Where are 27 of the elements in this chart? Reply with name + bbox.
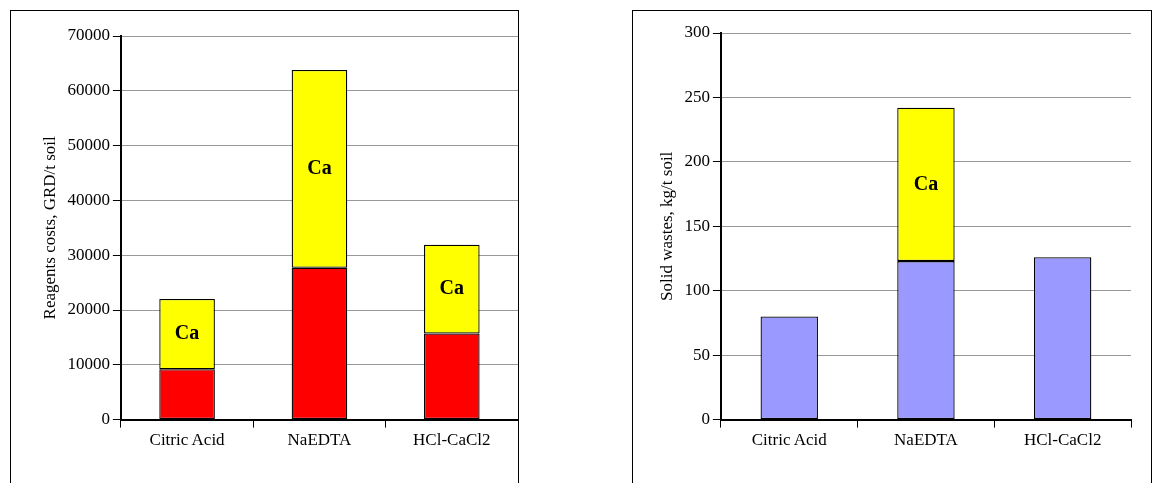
x-tick-label: Citric Acid (751, 430, 828, 450)
text: Ca (174, 321, 200, 344)
series-label: Ca (307, 156, 332, 179)
y-tick-label: 70000 (67, 25, 110, 45)
y-tick-label: 200 (684, 151, 710, 171)
y-tick-label: 0 (101, 409, 110, 429)
x-tick-label: HCl-CaCl2 (413, 430, 491, 450)
y-axis-title: Reagents costs, GRD/t soil (39, 135, 59, 320)
y-axis-title: Solid wastes, kg/t soil (656, 151, 676, 301)
y-tick-label: 50000 (67, 135, 110, 155)
y-tick-label: 300 (684, 22, 710, 42)
y-tick-label: 50 (692, 344, 710, 364)
y-tick-label: 150 (684, 215, 710, 235)
y-tick-label: 100 (684, 280, 710, 300)
y-tick-label: 10000 (67, 354, 110, 374)
x-tick-label: Citric Acid (149, 430, 226, 450)
text: Ca (439, 276, 465, 299)
y-tick-label: 60000 (67, 80, 110, 100)
y-tick-label: 30000 (67, 244, 110, 264)
y-tick-label: 40000 (67, 189, 110, 209)
series-label: Ca (913, 171, 939, 194)
y-tick-label: 250 (684, 86, 710, 106)
x-tick-label: NaEDTA (894, 430, 959, 450)
y-tick-label: 20000 (67, 299, 110, 319)
x-tick-label: HCl-CaCl2 (1023, 430, 1102, 450)
x-tick-label: NaEDTA (287, 430, 353, 450)
y-tick-label: 0 (701, 409, 710, 429)
